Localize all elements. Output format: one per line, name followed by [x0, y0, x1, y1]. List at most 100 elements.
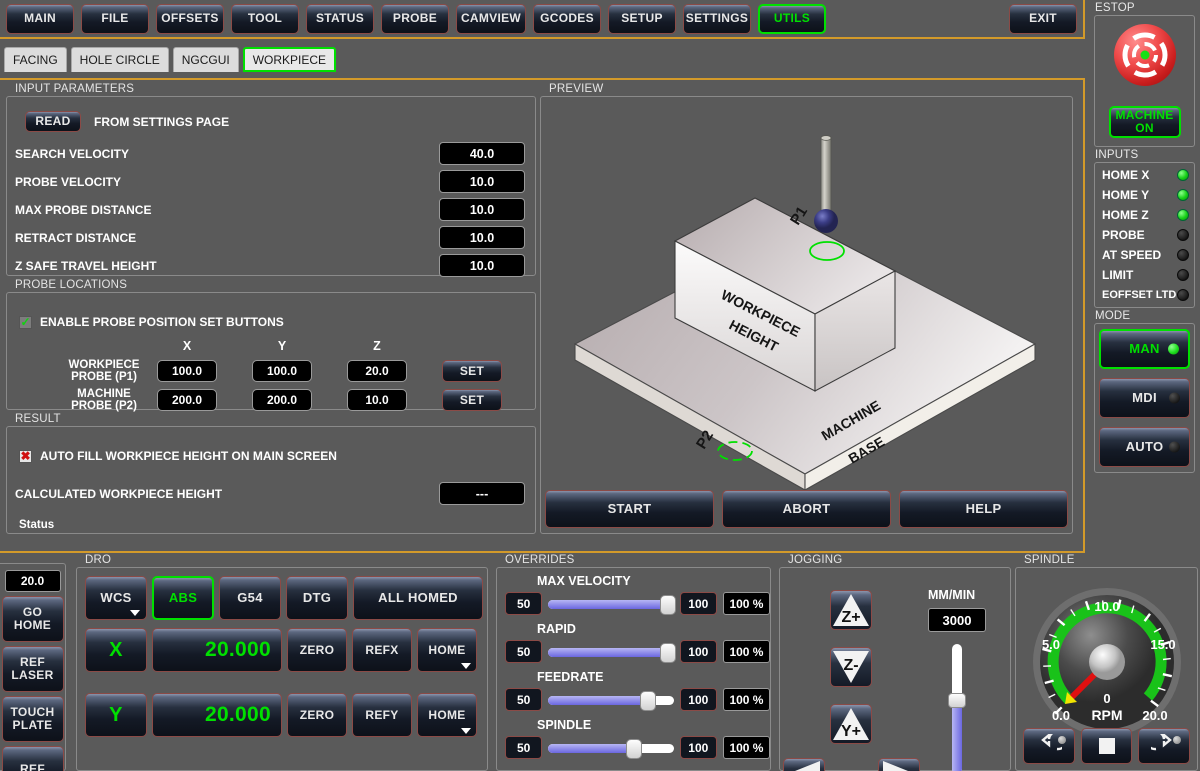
menu-tab-utils[interactable]: UTILS [758, 3, 826, 34]
param-value-probe-velocity[interactable]: 10.0 [439, 170, 525, 193]
param-value-z-safe-travel-height[interactable]: 10.0 [439, 254, 525, 277]
subtab-hole-circle[interactable]: HOLE CIRCLE [70, 47, 169, 72]
menu-tab-main[interactable]: MAIN [6, 3, 74, 34]
jog-rate-slider[interactable] [948, 644, 966, 771]
mode-button-mdi[interactable]: MDI [1099, 378, 1190, 418]
override-min-feedrate[interactable]: 50 [505, 688, 543, 711]
ccw-icon [1040, 734, 1062, 751]
jog-rate-value[interactable]: 3000 [928, 608, 986, 632]
menu-tab-setup[interactable]: SETUP [608, 3, 676, 34]
dro-ref-x-button[interactable]: REFX [352, 628, 471, 672]
dro-button-wcs[interactable]: WCS [85, 576, 147, 620]
dro-axis-value-x[interactable]: 20.000 [152, 628, 282, 672]
menu-tab-offsets[interactable]: OFFSETS [156, 3, 224, 34]
mode-button-auto[interactable]: AUTO [1099, 427, 1190, 467]
dro-button-all-homed[interactable]: ALL HOMED [353, 576, 483, 620]
override-min-max-velocity[interactable]: 50 [505, 592, 543, 615]
param-value-search-velocity[interactable]: 40.0 [439, 142, 525, 165]
override-label-spindle: SPINDLE [537, 718, 592, 732]
subtab-workpiece[interactable]: WORKPIECE [242, 47, 337, 72]
calculated-height-label: CALCULATED WORKPIECE HEIGHT [15, 486, 223, 501]
machine-on-button[interactable]: MACHINE ON [1108, 106, 1181, 138]
override-max-max-velocity[interactable]: 100 [679, 592, 717, 615]
probe-p1-y[interactable]: 100.0 [252, 360, 312, 382]
help-button[interactable]: HELP [899, 490, 1068, 528]
spindle-ccw-button[interactable] [1023, 728, 1075, 764]
override-slider-rapid[interactable] [548, 641, 676, 663]
override-max-spindle[interactable]: 100 [679, 736, 717, 759]
override-max-feedrate[interactable]: 100 [679, 688, 717, 711]
dro-zero-x-button[interactable]: ZERO [287, 628, 347, 672]
enable-probe-set-row[interactable]: ✓ ENABLE PROBE POSITION SET BUTTONS [19, 315, 284, 329]
menu-tab-camview[interactable]: CAMVIEW [456, 3, 526, 34]
probe-p1-z[interactable]: 20.0 [347, 360, 407, 382]
override-max-rapid[interactable]: 100 [679, 640, 717, 663]
spindle-ccw-led [1057, 736, 1066, 744]
menu-tab-file[interactable]: FILE [81, 3, 149, 34]
spindle-frame: 0.0 5.0 10.0 15.0 20.0 0 RPM [1015, 567, 1198, 771]
y-plus-icon: Y+ [833, 708, 869, 740]
param-row-search-velocity: SEARCH VELOCITY 40.0 [15, 141, 525, 166]
chevron-down-icon [461, 663, 471, 669]
ref-laser-button[interactable]: REF LASER [1, 646, 64, 692]
probe-p2-z[interactable]: 10.0 [347, 389, 407, 411]
dro-button-g54[interactable]: G54 [219, 576, 281, 620]
exit-button[interactable]: EXIT [1009, 3, 1077, 34]
touch-plate-button[interactable]: TOUCH PLATE [1, 696, 64, 742]
dro-button-abs[interactable]: ABS [152, 576, 214, 620]
slider-knob[interactable] [948, 693, 966, 709]
subtab-ngcgui[interactable]: NGCGUI [172, 47, 239, 72]
estop-button[interactable] [1113, 24, 1176, 86]
override-slider-feedrate[interactable] [548, 689, 674, 711]
jogging-frame: Z+ Z- Y+ [779, 567, 1011, 771]
dro-axis-name-y[interactable]: Y [85, 693, 147, 737]
probe-p1-set-button[interactable]: SET [442, 360, 502, 382]
probe-locations-group: PROBE LOCATIONS ✓ ENABLE PROBE POSITION … [6, 279, 536, 412]
read-button[interactable]: READ [25, 111, 81, 132]
slider-knob[interactable] [626, 738, 642, 759]
probe-p2-set-button[interactable]: SET [442, 389, 502, 411]
param-value-max-probe-distance[interactable]: 10.0 [439, 198, 525, 221]
go-home-button[interactable]: GO HOME [1, 596, 64, 642]
start-button[interactable]: START [545, 490, 714, 528]
input-row-home-x: HOME X [1095, 165, 1194, 185]
override-slider-spindle[interactable] [548, 737, 674, 759]
abort-button[interactable]: ABORT [722, 490, 891, 528]
jog-y-plus-button[interactable]: Y+ [830, 704, 872, 744]
jog-z-plus-button[interactable]: Z+ [830, 590, 872, 630]
jog-x-plus-button[interactable] [878, 758, 920, 771]
slider-knob[interactable] [659, 642, 676, 663]
dro-button-dtg[interactable]: DTG [286, 576, 348, 620]
enable-probe-set-checkbox[interactable]: ✓ [19, 315, 32, 329]
dro-zero-y-button[interactable]: ZERO [287, 693, 347, 737]
slider-fill [548, 599, 664, 609]
jog-increment-value[interactable]: 20.0 [4, 570, 61, 592]
override-min-spindle[interactable]: 50 [505, 736, 543, 759]
override-slider-max-velocity[interactable] [548, 593, 676, 615]
dro-ref-y-button[interactable]: REFY [352, 693, 471, 737]
dro-axis-value-y[interactable]: 20.000 [152, 693, 282, 737]
slider-knob[interactable] [639, 690, 656, 711]
menu-tab-gcodes[interactable]: GCODES [533, 3, 601, 34]
slider-knob[interactable] [659, 594, 676, 615]
mode-button-man[interactable]: MAN [1099, 329, 1190, 369]
menu-tab-probe[interactable]: PROBE [381, 3, 449, 34]
ref-button[interactable]: REF [1, 746, 64, 771]
menu-tab-settings[interactable]: SETTINGS [683, 3, 751, 34]
autofill-row[interactable]: ✖ AUTO FILL WORKPIECE HEIGHT ON MAIN SCR… [19, 449, 337, 463]
subtab-facing[interactable]: FACING [4, 47, 67, 72]
probe-p2-y[interactable]: 200.0 [252, 389, 312, 411]
jog-x-minus-button[interactable] [783, 758, 825, 771]
probe-p2-x[interactable]: 200.0 [157, 389, 217, 411]
probe-p1-x[interactable]: 100.0 [157, 360, 217, 382]
menu-tab-tool[interactable]: TOOL [231, 3, 299, 34]
gauge-unit: RPM [1091, 707, 1122, 723]
autofill-checkbox[interactable]: ✖ [19, 449, 32, 463]
override-min-rapid[interactable]: 50 [505, 640, 543, 663]
param-value-retract-distance[interactable]: 10.0 [439, 226, 525, 249]
spindle-cw-button[interactable] [1138, 728, 1191, 764]
spindle-stop-button[interactable] [1080, 728, 1133, 764]
menu-tab-status[interactable]: STATUS [306, 3, 374, 34]
jog-z-minus-button[interactable]: Z- [830, 647, 872, 687]
dro-axis-name-x[interactable]: X [85, 628, 147, 672]
